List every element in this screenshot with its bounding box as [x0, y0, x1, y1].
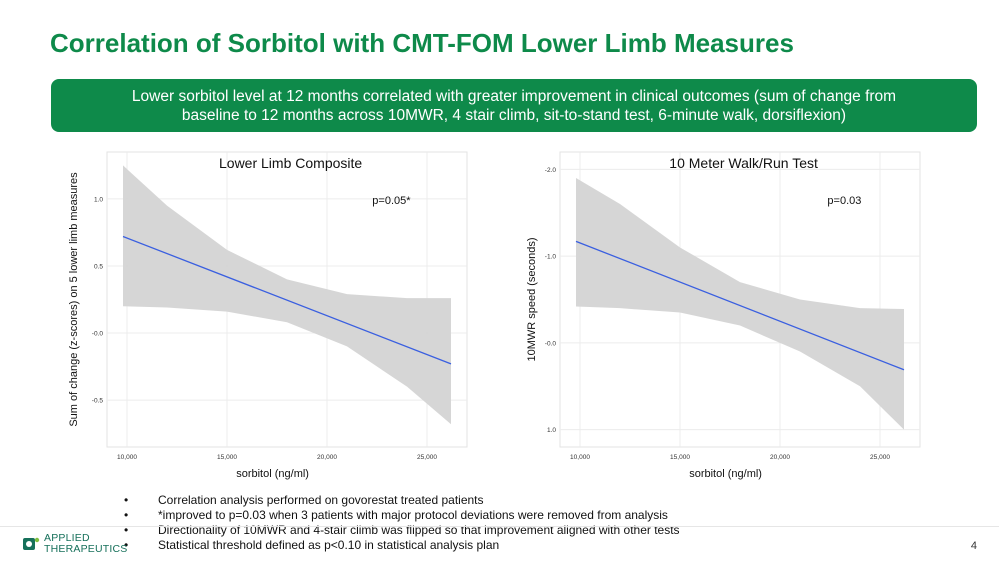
chart-svg-lower-limb: 10,000 15,000 20,000 25,000 1.0 0.5 -0.0 -0.5 Lo… — [68, 151, 468, 480]
logo-line-1: APPLIED — [44, 532, 90, 544]
chart-lower-limb-composite: 10,000 15,000 20,000 25,000 1.0 0.5 -0.0 -0.5 Lo… — [60, 145, 480, 485]
regression-line — [122, 235, 452, 365]
y-axis-label: 10MWR speed (seconds) — [526, 237, 538, 361]
y-tick-label: 1.0 — [547, 427, 556, 434]
y-tick-label: -2.0 — [545, 167, 557, 174]
x-axis-label: sorbitol (ng/ml) — [689, 468, 762, 480]
y-tick-label: -1.0 — [545, 254, 557, 261]
company-logo: APPLIED THERAPEUTICS — [22, 533, 128, 555]
chart-svg-10mwr: 10,000 15,000 20,000 25,000 -2.0 -1.0 -0.0 1.0 1… — [526, 151, 921, 480]
confidence-band — [123, 165, 451, 425]
y-tick-label: 0.5 — [94, 263, 103, 270]
y-tick-label: -0.0 — [92, 331, 104, 338]
x-tick-label: 15,000 — [670, 454, 690, 461]
x-tick-label: 10,000 — [570, 454, 590, 461]
y-tick-label: -0.5 — [92, 398, 104, 405]
footer-divider — [0, 526, 999, 527]
banner-line-1: Lower sorbitol level at 12 months correl… — [131, 87, 897, 105]
regression-line — [575, 240, 905, 371]
bullet-item: Statistical threshold defined as p<0.10 … — [120, 538, 680, 553]
logo-line-2: THERAPEUTICS — [44, 543, 128, 555]
summary-banner: Lower sorbitol level at 12 months correl… — [51, 79, 977, 132]
y-tick-label: -0.0 — [545, 340, 557, 347]
p-value-annotation: p=0.03 — [827, 195, 861, 207]
chart-10-meter-walk: 10,000 15,000 20,000 25,000 -2.0 -1.0 -0.0 1.0 1… — [515, 145, 935, 485]
logo-mark-icon — [23, 537, 40, 550]
slide-title: Correlation of Sorbitol with CMT-FOM Low… — [50, 28, 794, 58]
chart-title: 10 Meter Walk/Run Test — [669, 155, 818, 171]
chart-title: Lower Limb Composite — [219, 155, 362, 171]
bullet-item: *improved to p=0.03 when 3 patients with… — [120, 508, 680, 523]
y-axis-label: Sum of change (z-scores) on 5 lower limb… — [68, 172, 80, 427]
footnote-bullets: Correlation analysis performed on govore… — [120, 493, 680, 553]
confidence-band — [576, 178, 904, 430]
x-tick-label: 25,000 — [870, 454, 890, 461]
x-tick-label: 15,000 — [217, 454, 237, 461]
y-tick-label: 1.0 — [94, 196, 103, 203]
x-tick-label: 20,000 — [770, 454, 790, 461]
x-tick-label: 25,000 — [417, 454, 437, 461]
x-axis-label: sorbitol (ng/ml) — [236, 468, 309, 480]
bullet-item: Correlation analysis performed on govore… — [120, 493, 680, 508]
x-tick-label: 20,000 — [317, 454, 337, 461]
p-value-annotation: p=0.05* — [372, 195, 411, 207]
page-number: 4 — [970, 540, 977, 552]
banner-line-2: baseline to 12 months across 10MWR, 4 st… — [181, 106, 847, 124]
x-tick-label: 10,000 — [117, 454, 137, 461]
